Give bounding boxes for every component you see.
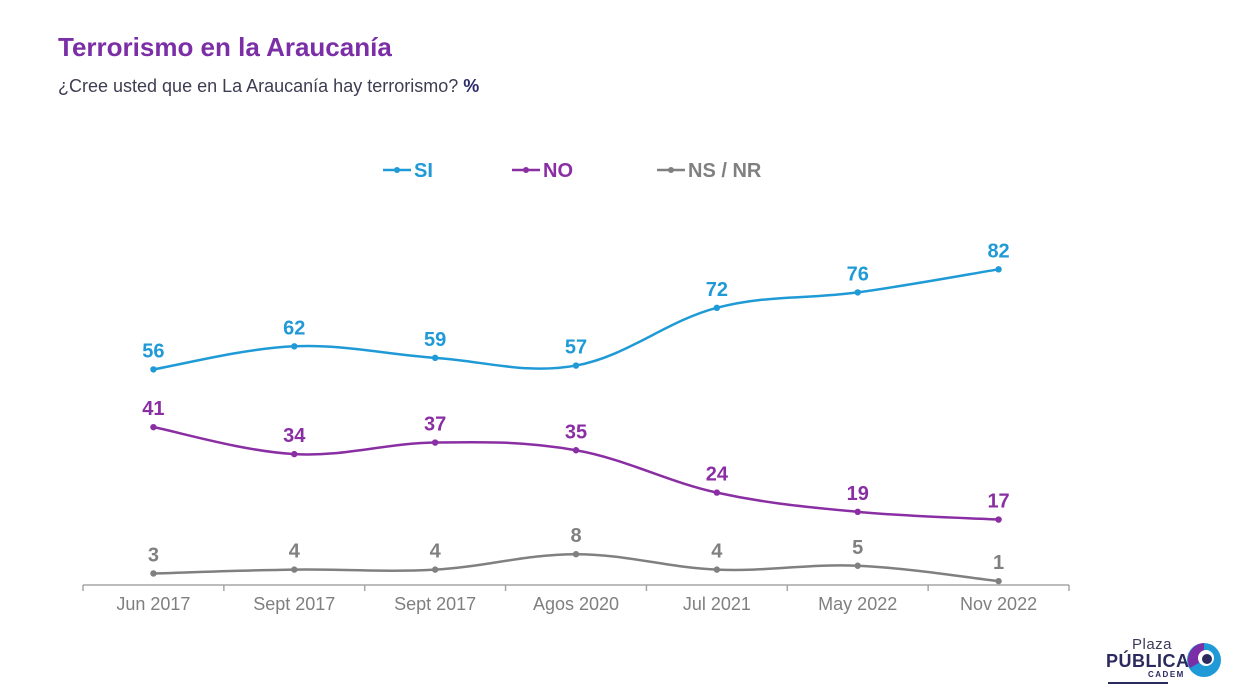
plaza-publica-logo: Plaza PÚBLICA CADEM bbox=[1104, 636, 1234, 686]
data-label-ns-nr: 5 bbox=[852, 537, 863, 559]
data-point-ns-nr bbox=[995, 577, 1002, 585]
data-label-no: 24 bbox=[706, 464, 729, 486]
data-label-si: 72 bbox=[706, 279, 728, 301]
x-tick-label: Jun 2017 bbox=[116, 594, 190, 614]
legend-label-si: SI bbox=[414, 160, 433, 182]
data-label-no: 35 bbox=[565, 421, 587, 443]
logo-text-plaza: Plaza bbox=[1132, 636, 1173, 653]
data-point-si bbox=[431, 354, 439, 362]
data-label-no: 41 bbox=[142, 398, 164, 420]
series-line-ns-nr bbox=[153, 552, 999, 583]
subtitle-unit: % bbox=[463, 76, 480, 96]
data-label-si: 62 bbox=[283, 317, 305, 339]
data-label-ns-nr: 4 bbox=[289, 541, 301, 563]
data-label-no: 19 bbox=[847, 483, 869, 505]
chart-title: Terrorismo en la Araucanía bbox=[58, 32, 392, 62]
logo-text-cadem: CADEM bbox=[1148, 670, 1185, 679]
data-point-ns-nr bbox=[150, 570, 157, 577]
data-point-si bbox=[995, 266, 1002, 273]
data-label-si: 76 bbox=[847, 263, 869, 285]
data-point-si bbox=[150, 366, 157, 373]
data-label-si: 59 bbox=[424, 329, 446, 351]
chart-subtitle: ¿Cree usted que en La Araucanía hay terr… bbox=[58, 76, 479, 97]
data-point-no bbox=[150, 423, 157, 431]
data-label-ns-nr: 4 bbox=[430, 541, 442, 563]
data-point-si bbox=[713, 304, 721, 311]
data-point-ns-nr bbox=[291, 566, 298, 573]
data-point-ns-nr bbox=[713, 566, 721, 573]
data-point-no bbox=[431, 439, 439, 446]
data-label-no: 37 bbox=[424, 414, 446, 436]
data-label-no: 34 bbox=[283, 425, 306, 447]
data-label-si: 82 bbox=[987, 240, 1009, 262]
data-point-si bbox=[291, 343, 298, 350]
legend-marker-no bbox=[523, 167, 529, 173]
legend-marker-ns-nr bbox=[668, 167, 674, 173]
subtitle-question: ¿Cree usted que en La Araucanía hay terr… bbox=[58, 76, 459, 96]
data-point-no bbox=[572, 447, 580, 454]
data-point-no bbox=[713, 489, 721, 496]
logo-text-publica: PÚBLICA bbox=[1106, 651, 1190, 671]
legend-label-ns-nr: NS / NR bbox=[688, 160, 762, 182]
data-label-si: 57 bbox=[565, 337, 587, 359]
data-label-ns-nr: 8 bbox=[570, 525, 581, 547]
logo-underline bbox=[1108, 682, 1168, 684]
data-point-no bbox=[995, 516, 1002, 523]
data-label-ns-nr: 1 bbox=[993, 552, 1004, 574]
x-tick-label: May 2022 bbox=[818, 594, 897, 614]
data-point-ns-nr bbox=[854, 562, 861, 569]
data-point-si bbox=[854, 289, 861, 296]
x-tick-label: Sept 2017 bbox=[394, 594, 476, 614]
data-point-si bbox=[572, 362, 580, 369]
x-tick-label: Sept 2017 bbox=[253, 594, 335, 614]
x-tick-label: Agos 2020 bbox=[533, 594, 619, 614]
legend-marker-si bbox=[394, 167, 400, 173]
data-label-ns-nr: 3 bbox=[148, 544, 159, 566]
data-point-ns-nr bbox=[431, 566, 439, 573]
data-label-no: 17 bbox=[987, 491, 1009, 513]
data-point-ns-nr bbox=[572, 551, 580, 558]
x-tick-label: Nov 2022 bbox=[960, 594, 1037, 614]
data-point-no bbox=[854, 508, 861, 516]
x-tick-label: Jul 2021 bbox=[683, 594, 751, 614]
data-point-no bbox=[291, 450, 298, 458]
legend-label-no: NO bbox=[543, 160, 573, 182]
data-label-ns-nr: 4 bbox=[711, 541, 723, 563]
data-label-si: 56 bbox=[142, 340, 164, 362]
logo-mark-icon bbox=[1187, 643, 1221, 677]
